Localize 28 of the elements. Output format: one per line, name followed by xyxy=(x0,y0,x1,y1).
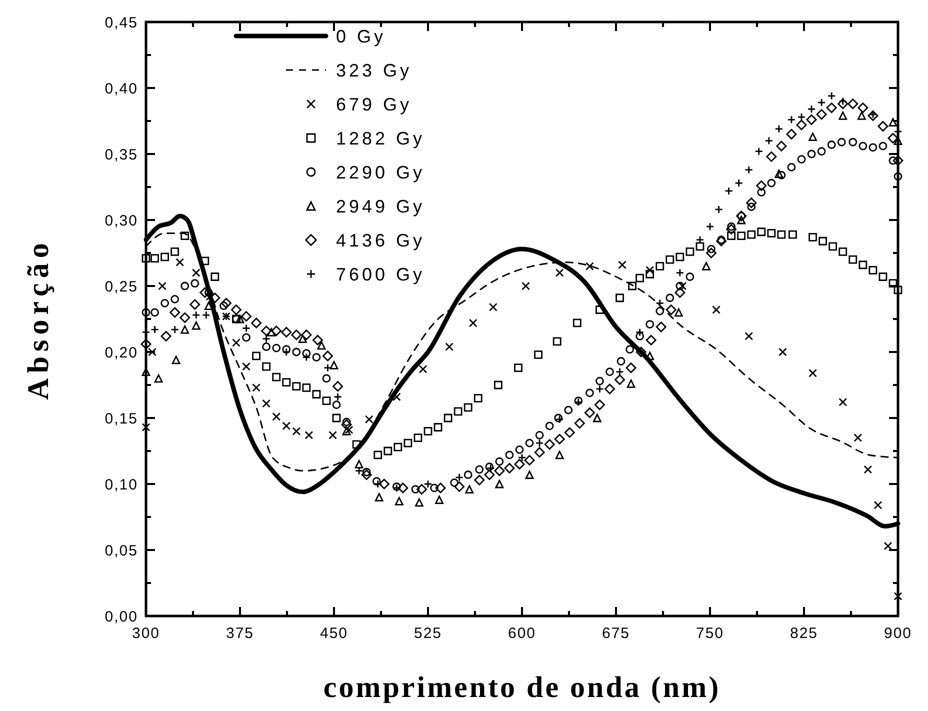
y-tick-label: 0,20 xyxy=(104,344,138,362)
y-tick-label: 0,45 xyxy=(104,14,138,32)
y-axis-title: Absorção xyxy=(22,238,55,400)
y-tick-label: 0,10 xyxy=(104,476,138,494)
x-tick-label: 750 xyxy=(696,625,724,642)
legend-label: 7600 Gy xyxy=(336,264,426,284)
x-tick-label: 525 xyxy=(414,625,442,642)
legend-label: 2290 Gy xyxy=(336,162,426,182)
y-tick-label: 0,05 xyxy=(104,542,138,560)
x-tick-label: 675 xyxy=(602,625,630,642)
legend-label: 0 Gy xyxy=(336,26,386,46)
x-tick-label: 825 xyxy=(790,625,818,642)
y-tick-label: 0,25 xyxy=(104,278,138,296)
x-tick-label: 450 xyxy=(320,625,348,642)
legend-label: 323 Gy xyxy=(336,60,412,80)
x-tick-label: 900 xyxy=(884,625,912,642)
x-tick-label: 600 xyxy=(508,625,536,642)
y-tick-label: 0,40 xyxy=(104,80,138,98)
x-tick-label: 375 xyxy=(226,625,254,642)
y-tick-label: 0,30 xyxy=(104,212,138,230)
y-tick-label: 0,15 xyxy=(104,410,138,428)
y-tick-label: 0,00 xyxy=(104,608,138,626)
x-tick-label: 300 xyxy=(132,625,160,642)
legend-label: 2949 Gy xyxy=(336,196,426,216)
legend-label: 679 Gy xyxy=(336,94,412,114)
y-tick-label: 0,35 xyxy=(104,146,138,164)
legend-label: 4136 Gy xyxy=(336,230,426,250)
legend-label: 1282 Gy xyxy=(336,128,426,148)
